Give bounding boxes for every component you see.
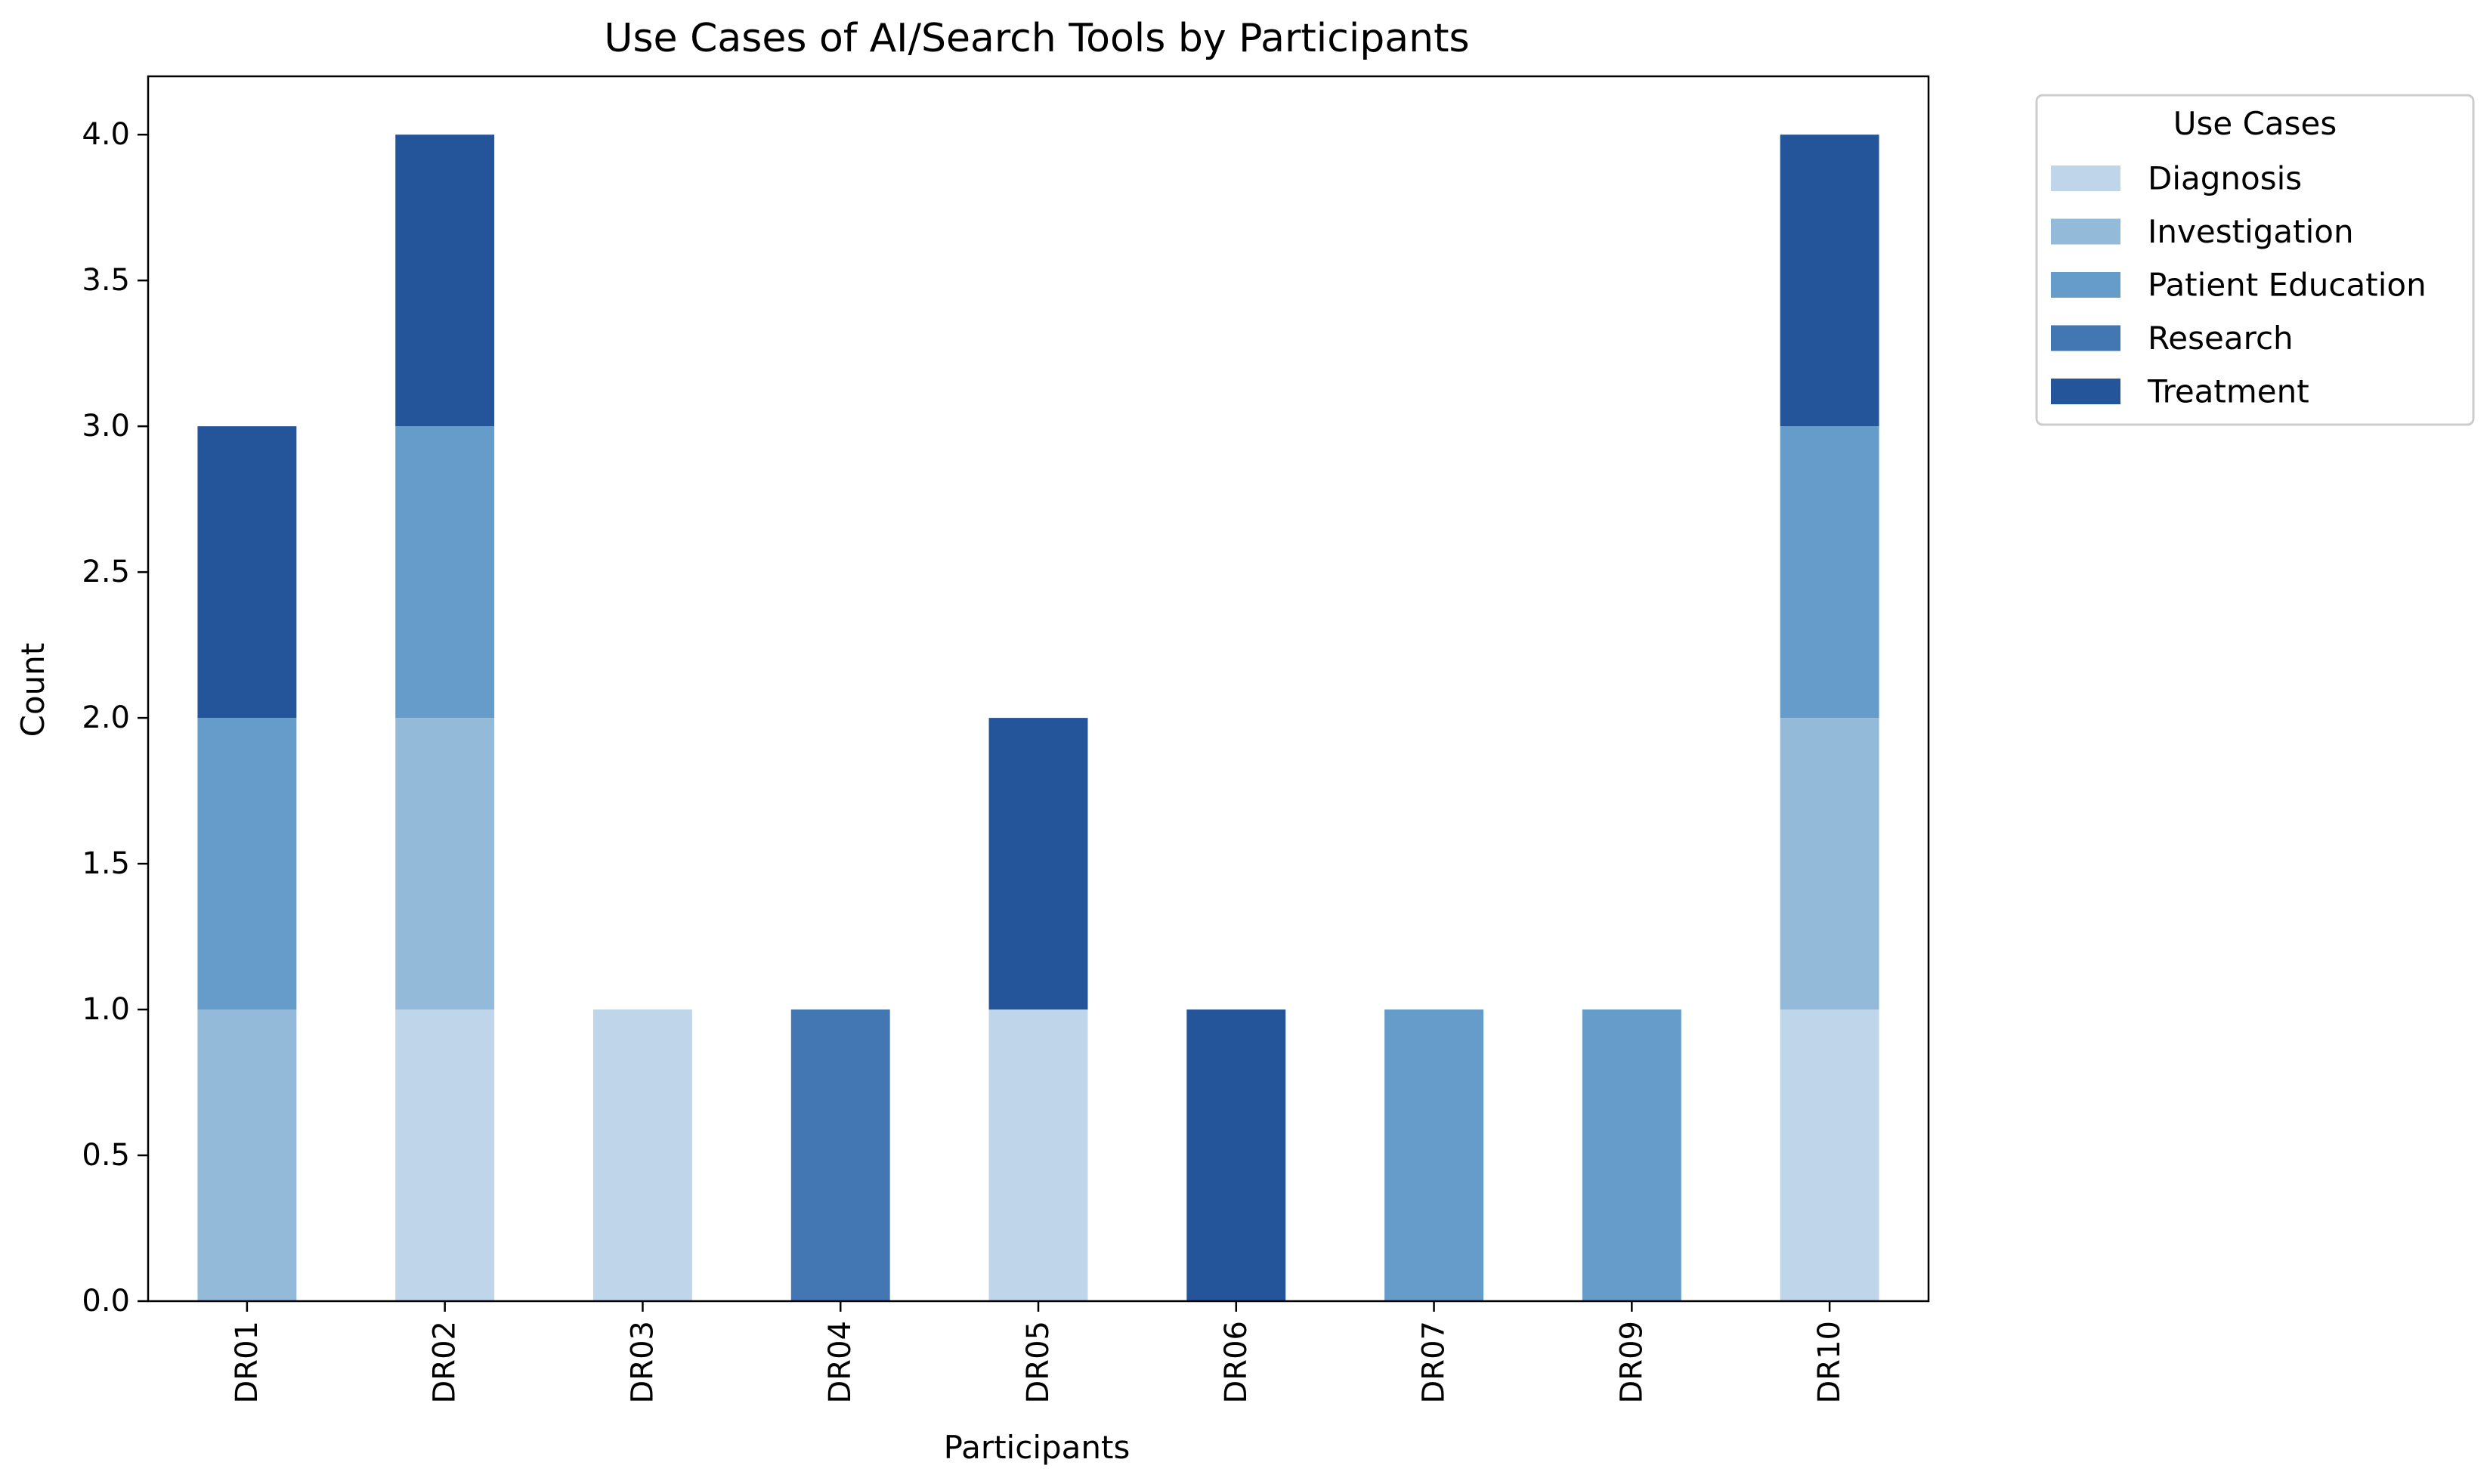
chart-title: Use Cases of AI/Search Tools by Particip… [604,16,1469,61]
legend-label: Research [2148,320,2294,357]
plot-area [147,75,1930,1303]
x-axis: DR01 DR02 DR03 DR04 DR05 DR06 DR07 DR09 DR10 [230,1301,1847,1404]
y-axis: 0.0 0.5 1.0 1.5 2.0 2.5 3.0 3.5 4.0 [82,117,148,1319]
bar-segment-dr10-patient-education [1780,426,1879,719]
legend-label: Patient Education [2148,267,2427,304]
x-tick-label: DR02 [428,1321,462,1404]
y-tick-label: 0.0 [82,1284,130,1319]
bar-segment-dr07-patient-education [1384,1009,1483,1301]
y-axis-label: Count [14,643,51,737]
legend-title: Use Cases [2173,105,2337,142]
y-tick-label: 1.0 [82,992,130,1027]
y-tick-label: 4.0 [82,117,130,152]
legend-label: Investigation [2148,213,2354,250]
bar-segment-dr03-diagnosis [593,1009,692,1301]
bar-segment-dr10-diagnosis [1780,1009,1879,1301]
bar-segment-dr05-diagnosis [988,1009,1088,1301]
bar-segment-dr10-investigation [1780,718,1879,1010]
x-tick-label: DR07 [1417,1321,1452,1404]
y-tick-label: 3.5 [82,263,130,298]
bar-segment-dr01-patient-education [197,718,297,1010]
bar-segment-dr02-treatment [395,134,495,427]
bar-segment-dr06-treatment [1186,1009,1286,1301]
y-tick-label: 1.5 [82,846,130,881]
y-tick-label: 2.0 [82,700,130,735]
legend-swatch-investigation [2051,218,2120,245]
legend-frame [2035,94,2475,426]
bar-segment-dr01-treatment [197,426,297,719]
y-tick-label: 0.5 [82,1138,130,1173]
x-tick-label: DR05 [1021,1321,1056,1404]
x-tick-label: DR01 [230,1321,264,1404]
x-tick-label: DR10 [1812,1321,1847,1404]
x-tick-label: DR09 [1614,1321,1649,1404]
bar-segment-dr02-diagnosis [395,1009,495,1301]
legend-items: Diagnosis Investigation Patient Education R… [2051,160,2427,410]
x-tick-label: DR06 [1219,1321,1254,1404]
x-tick-label: DR03 [625,1321,660,1404]
y-tick-label: 3.0 [82,409,130,444]
legend-swatch-diagnosis [2051,165,2120,191]
legend-swatch-treatment [2051,379,2120,404]
bar-segment-dr05-treatment [988,718,1088,1010]
legend-swatch-patient-education [2051,272,2120,298]
legend: Use Cases Diagnosis Investigation Patient … [2035,94,2475,426]
bar-segment-dr01-investigation [197,1009,297,1301]
y-tick-label: 2.5 [82,555,130,589]
bar-segment-dr10-treatment [1780,134,1879,427]
x-axis-label: Participants [944,1429,1131,1466]
bar-segment-dr02-patient-education [395,426,495,719]
bar-segment-dr09-patient-education [1582,1009,1681,1301]
legend-swatch-research [2051,325,2120,351]
x-tick-label: DR04 [823,1321,858,1404]
legend-label: Diagnosis [2148,160,2302,197]
legend-label: Treatment [2147,373,2309,410]
bar-segment-dr02-investigation [395,718,495,1010]
bar-segment-dr04-research [790,1009,890,1301]
